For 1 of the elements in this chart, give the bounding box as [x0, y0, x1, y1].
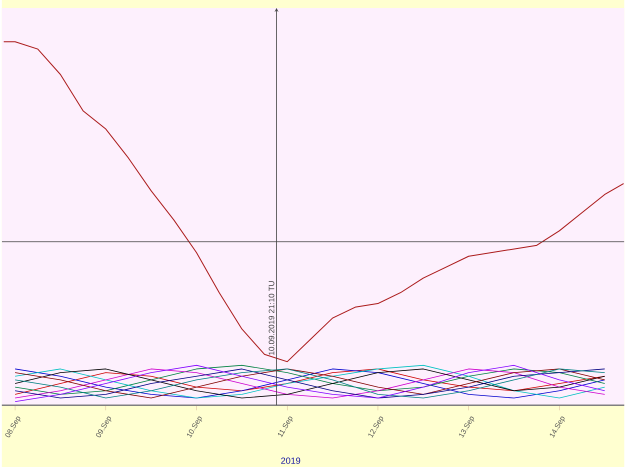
x-axis-title: 2019	[281, 457, 300, 464]
